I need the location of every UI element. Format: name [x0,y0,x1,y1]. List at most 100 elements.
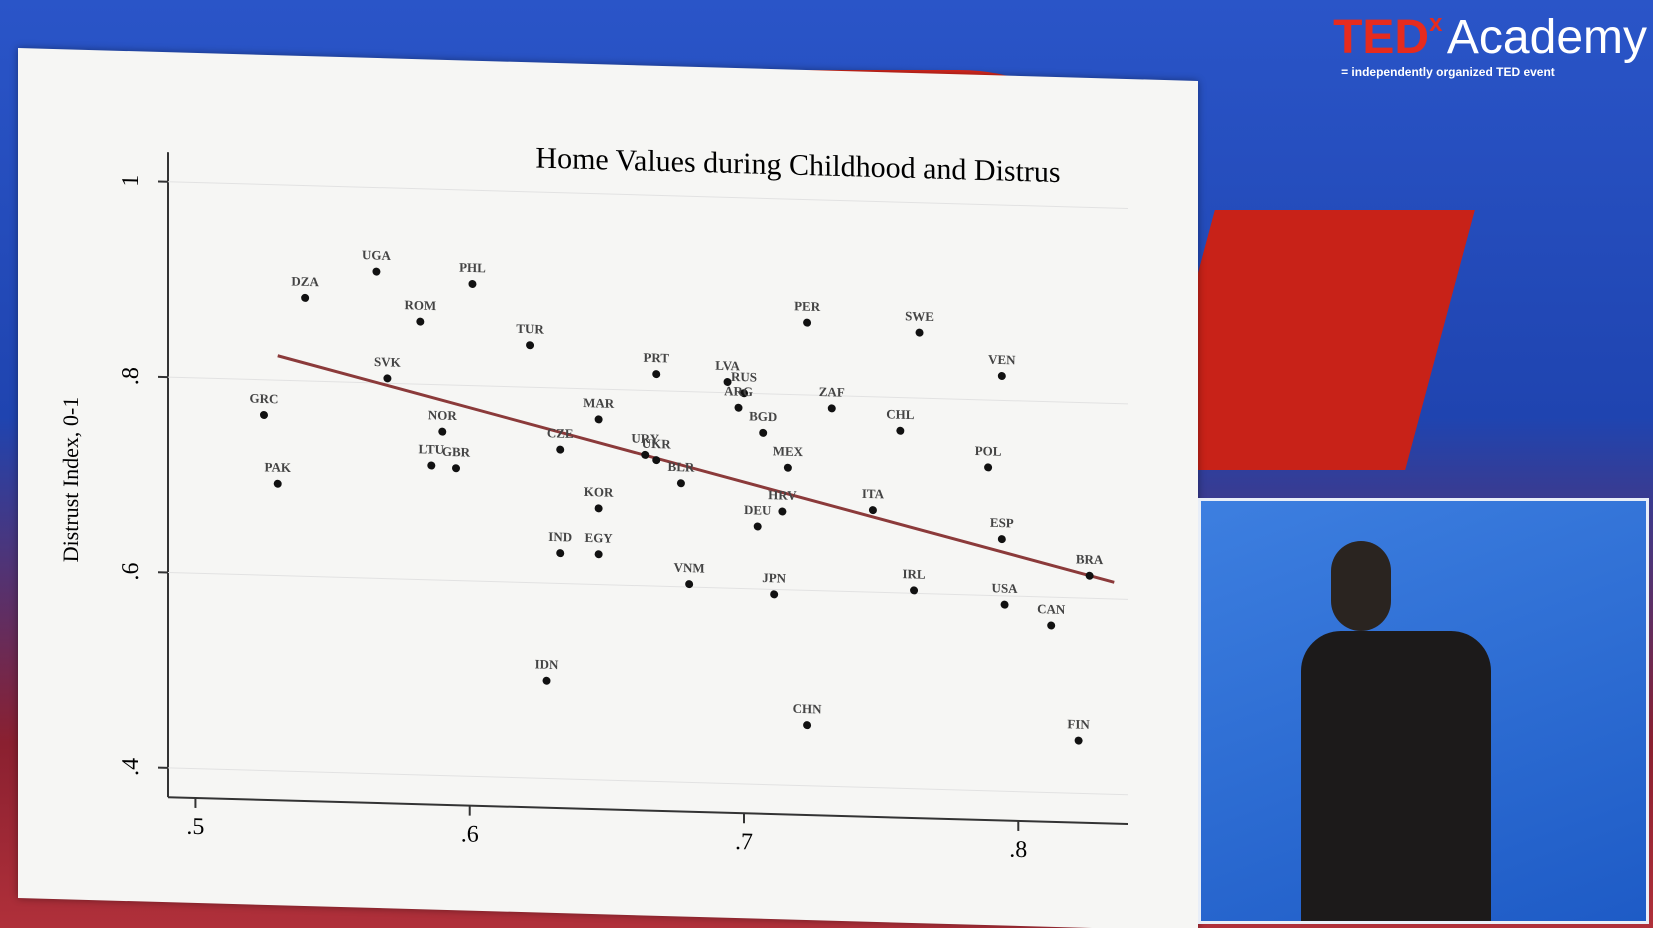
point [803,721,811,729]
point [652,370,660,378]
chart: Home Values during Childhood and Distrus… [18,48,1198,928]
point-label: ZAF [819,384,845,400]
y-tick-label: .4 [118,757,144,776]
point-label: CHN [793,701,822,717]
point-label: CZE [547,425,574,441]
point [759,429,767,437]
point-label: DEU [744,502,772,518]
y-tick-label: 1 [118,174,144,187]
point-label: DZA [291,274,319,290]
point [260,411,268,419]
point [526,341,534,349]
speaker-body [1301,631,1491,924]
logo-ted: TED [1333,11,1429,64]
y-tick-label: .6 [118,562,144,581]
x-tick-label: .6 [461,821,479,847]
point-label: IND [548,529,572,545]
point-label: FIN [1067,716,1090,732]
point [770,590,778,598]
speaker-inset [1198,498,1649,924]
point [998,372,1006,380]
grid-line [168,768,1128,795]
x-tick-label: .5 [186,814,204,840]
point-label: RUS [731,369,757,385]
point [595,415,603,423]
point-label: ARG [724,383,753,399]
point-label: PAK [264,459,291,475]
point [416,318,424,326]
point [274,480,282,488]
logo-x: x [1429,10,1442,37]
grid-line [168,572,1128,599]
y-tick-label: .8 [118,367,144,386]
x-tick-label: .8 [1009,837,1027,863]
speaker-head [1331,541,1391,631]
point-label: IDN [535,656,559,672]
point-label: NOR [428,407,457,423]
point [984,463,992,471]
point [778,507,786,515]
point-label: UKR [642,436,671,452]
point [869,506,877,514]
x-tick-label: .7 [735,829,753,855]
point [828,404,836,412]
point-label: PRT [643,350,669,366]
point [372,267,380,275]
point-label: VNM [674,560,705,576]
point-label: POL [975,443,1002,459]
point-label: BLR [668,459,695,475]
point [427,461,435,469]
point-label: GRC [250,391,279,407]
point [803,319,811,327]
video-frame: TEDx Academy = independently organized T… [0,0,1653,928]
point-label: LTU [419,441,445,457]
point [556,446,564,454]
logo-name: Academy [1447,11,1647,64]
point-label: ESP [990,515,1014,531]
point-label: BRA [1076,551,1104,567]
point-label: MEX [773,443,804,459]
point [556,549,564,557]
chart-title: Home Values during Childhood and Distrus [535,141,1060,189]
point-label: TUR [516,321,544,337]
point [998,535,1006,543]
point [383,374,391,382]
point [1086,572,1094,580]
point [1001,601,1009,609]
point-label: SVK [374,354,402,370]
x-axis [168,797,1128,824]
point-label: EGY [585,530,614,546]
point-label: PHL [459,260,486,276]
point-label: KOR [584,484,614,500]
logo: TEDx Academy = independently organized T… [1333,10,1647,79]
point [452,464,460,472]
logo-tagline: = independently organized TED event [1341,65,1647,79]
point-label: GBR [442,444,471,460]
point-label: JPN [762,570,786,586]
point [595,504,603,512]
point-label: IRL [902,566,925,582]
point [896,427,904,435]
point [543,677,551,685]
point [595,550,603,558]
point [468,280,476,288]
point-label: SWE [905,308,934,324]
point [301,294,309,302]
slide: Home Values during Childhood and Distrus… [18,48,1198,928]
point-label: HRV [768,487,797,503]
point-label: ITA [862,486,885,502]
point-label: CAN [1037,601,1066,617]
point [438,428,446,436]
point-label: VEN [988,352,1016,368]
point [1075,736,1083,744]
point-label: USA [992,580,1019,596]
y-axis-title: Distrust Index, 0-1 [58,396,83,562]
point [735,404,743,412]
point-label: ROM [404,297,436,313]
point-label: BGD [749,408,777,424]
point [641,451,649,459]
point-label: UGA [362,247,391,263]
point-label: MAR [583,395,615,411]
grid-line [168,377,1128,404]
point [1047,621,1055,629]
